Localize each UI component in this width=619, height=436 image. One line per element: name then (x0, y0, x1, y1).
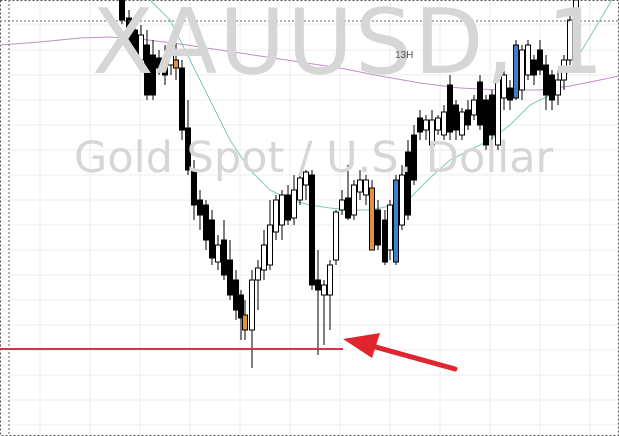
candle-body (507, 87, 513, 101)
candle-body (173, 59, 179, 69)
candle-body (531, 59, 537, 76)
candle-body (197, 199, 203, 216)
arrow-annotation[interactable] (343, 333, 458, 372)
candle-body (191, 169, 197, 206)
candle-body (525, 44, 531, 76)
candle-body (309, 174, 315, 286)
candle-body (327, 264, 333, 296)
candle-body (267, 224, 273, 266)
candle-body (285, 194, 291, 221)
candle-body (249, 279, 255, 331)
candle-body (387, 204, 393, 251)
candle-body (185, 127, 191, 171)
candle-body (162, 59, 168, 76)
candle-body (132, 29, 138, 56)
candle-body (255, 267, 261, 281)
session-label: 13H (395, 50, 414, 61)
candle-body (573, 0, 579, 16)
candle-body (411, 134, 417, 181)
symbol-watermark: XAUUSD, 1 (92, 0, 606, 95)
candle-body (345, 197, 351, 219)
candle-body (501, 74, 507, 99)
candle-body (138, 34, 144, 61)
candle-body (477, 81, 483, 126)
candle-body (549, 74, 555, 101)
candle-body (126, 17, 132, 46)
candle-body (423, 119, 429, 131)
candle-body (179, 67, 185, 131)
candle-body (144, 44, 150, 96)
candle-body (441, 111, 447, 136)
candle-body (233, 279, 239, 311)
candle-body (203, 204, 209, 241)
candle-body (363, 179, 369, 196)
candle-body (321, 284, 327, 296)
candle-body (297, 177, 303, 201)
candle-body (209, 219, 215, 259)
candle-body (119, 0, 125, 21)
candle-body (417, 117, 423, 133)
candle-body (447, 84, 453, 133)
candle-body (333, 211, 339, 261)
candle-body (495, 79, 501, 146)
candlestick-series (119, 0, 579, 368)
candle-body (357, 179, 363, 193)
candle-body (339, 199, 345, 211)
description-watermark: Gold Spot / U.S. Dollar (74, 133, 554, 183)
candle-body (519, 49, 525, 91)
candle-body (303, 171, 309, 186)
candle-body (156, 57, 162, 69)
candle-body (279, 194, 285, 226)
candle-body (555, 79, 561, 96)
candle-body (537, 49, 543, 71)
candle-body (561, 59, 567, 81)
candle-body (382, 219, 388, 263)
candle-body (489, 94, 495, 136)
candle-body (227, 259, 233, 296)
arrow-shaft (369, 343, 458, 372)
candle-body (291, 189, 297, 219)
candle-body (375, 209, 381, 246)
candle-body (405, 151, 411, 216)
candle-body (315, 279, 321, 291)
candle-body (238, 294, 244, 319)
candle-body (567, 19, 573, 61)
candle-body (273, 199, 279, 233)
candle-body (429, 119, 435, 146)
candle-body (215, 244, 221, 263)
candle-body (483, 99, 489, 146)
candle-body (399, 174, 405, 226)
candle-body (435, 117, 441, 131)
candle-body (471, 99, 477, 116)
candle-body (261, 244, 267, 271)
candle-body (351, 184, 357, 216)
candle-body (543, 64, 549, 96)
candle-body (221, 239, 227, 276)
candle-body (459, 111, 465, 136)
arrow-head (343, 333, 380, 358)
candle-body (150, 54, 156, 96)
candle-body (453, 104, 459, 131)
candle-body (369, 187, 375, 251)
candle-body (465, 109, 471, 126)
candle-body (242, 314, 248, 331)
candle-body (513, 44, 519, 99)
candle-body (393, 179, 399, 263)
